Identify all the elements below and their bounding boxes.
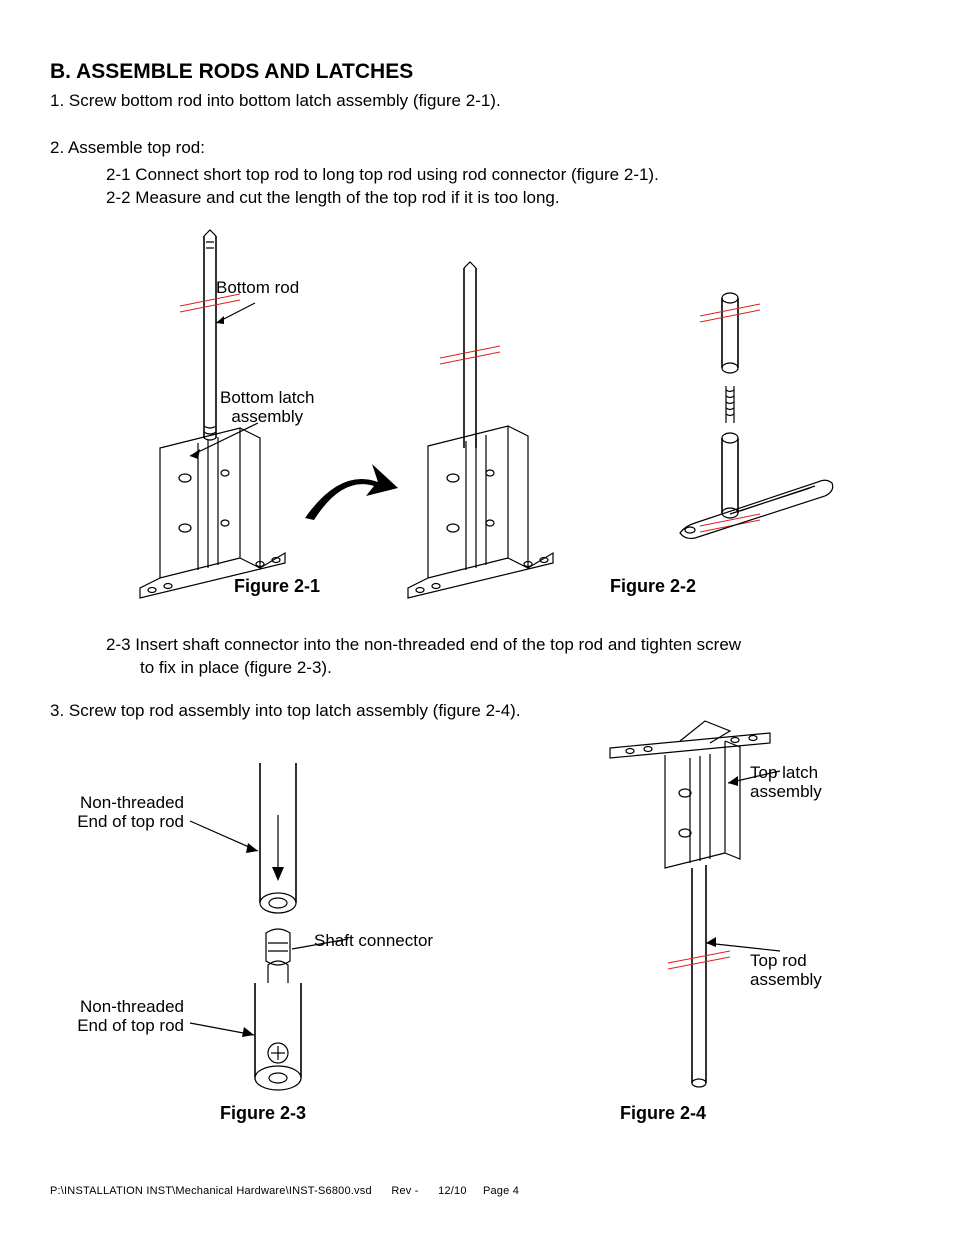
step-2: 2. Assemble top rod: (50, 137, 904, 160)
page-footer: P:\INSTALLATION INST\Mechanical Hardware… (50, 1185, 519, 1197)
step-2-3-line2: to fix in place (figure 2-3). (50, 657, 904, 680)
caption-figure-2-1: Figure 2-1 (234, 576, 320, 597)
figure-2-3 (110, 733, 430, 1133)
step-2-2: 2-2 Measure and cut the length of the to… (50, 187, 904, 210)
caption-figure-2-3: Figure 2-3 (220, 1103, 306, 1124)
footer-path: P:\INSTALLATION INST\Mechanical Hardware… (50, 1185, 372, 1197)
caption-figure-2-4: Figure 2-4 (620, 1103, 706, 1124)
footer-date: 12/10 (438, 1185, 467, 1197)
step-2-1: 2-1 Connect short top rod to long top ro… (50, 164, 904, 187)
figures-top-row: Bottom rod Bottom latch assembly (50, 228, 904, 628)
figure-2-1-left (90, 228, 340, 608)
footer-page: Page 4 (483, 1185, 519, 1197)
figure-2-2 (590, 228, 850, 608)
footer-rev: Rev - (391, 1185, 418, 1197)
step-2-3-line1: 2-3 Insert shaft connector into the non-… (50, 634, 904, 657)
caption-figure-2-2: Figure 2-2 (610, 576, 696, 597)
figure-2-1-right (370, 228, 570, 608)
step-1: 1. Screw bottom rod into bottom latch as… (50, 90, 904, 113)
figure-2-4 (570, 713, 830, 1113)
figures-bottom-row: Non-threaded End of top rod Shaft connec… (50, 733, 904, 1153)
section-heading: B. ASSEMBLE RODS AND LATCHES (50, 60, 904, 84)
